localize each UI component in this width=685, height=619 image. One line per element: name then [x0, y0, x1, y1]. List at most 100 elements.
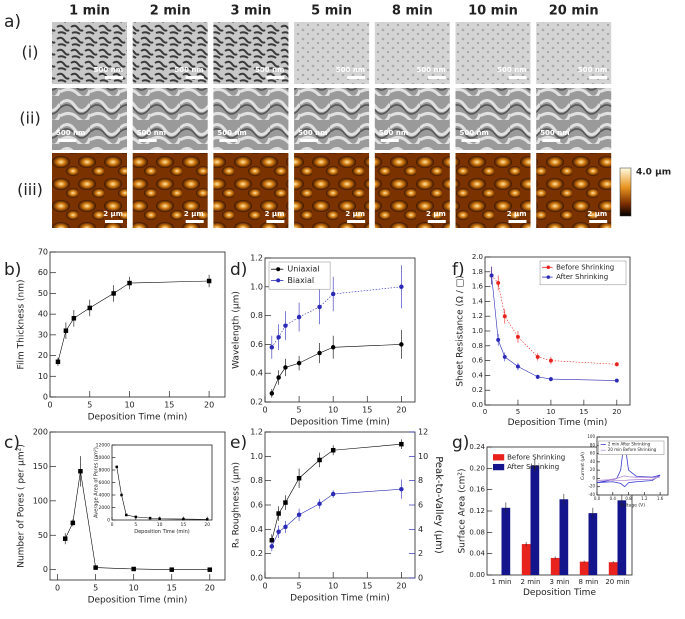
scale-bar-label: 2 μm [103, 210, 123, 218]
y-tick-label: 0.0 [250, 574, 263, 583]
point [317, 501, 322, 507]
y-axis-label: Rₐ Roughness (μm) [232, 462, 242, 548]
y-tick-label: 0.00 [469, 571, 485, 579]
panel-label: d) [230, 260, 247, 280]
point [489, 273, 494, 278]
x-axis-label: Deposition Time (min) [290, 594, 390, 604]
y-tick-label: 0 [107, 518, 110, 524]
scale-bar [542, 139, 561, 142]
x-tick-label: 5 [87, 401, 92, 410]
scale-bar-label: 500 nm [255, 66, 284, 74]
legend-frame [598, 440, 665, 455]
y-tick-label: 1.6 [472, 283, 484, 291]
point [269, 391, 275, 396]
inset-background [112, 445, 212, 520]
point [614, 362, 619, 367]
point [296, 512, 302, 517]
bar [608, 562, 618, 575]
column-header: 10 min [468, 4, 518, 19]
x-axis-label: Deposition Time (min) [88, 413, 188, 423]
y2-tick-label: 4 [418, 525, 423, 534]
x-tick-label: 20 [396, 582, 406, 591]
legend-label: After Shrinking [507, 463, 559, 471]
x-tick-label: 10 [546, 408, 555, 416]
y-tick-label: 0.8 [250, 311, 263, 320]
scale-bar [380, 139, 399, 142]
x-tick-label: 10 [129, 584, 139, 593]
y-axis-label: Number of Pores ( per μm²) [17, 444, 27, 568]
scale-bar-label: 2 μm [345, 210, 365, 218]
x-tick-label: 5 [93, 584, 98, 593]
series-line [57, 280, 210, 362]
point [125, 513, 128, 517]
point [269, 544, 275, 549]
series-line [116, 466, 208, 520]
x-tick-label: 15 [362, 406, 372, 415]
point [276, 511, 281, 516]
point [515, 334, 520, 339]
column-header: 2 min [150, 4, 191, 19]
scale-bar [185, 220, 204, 223]
panel-label: f) [452, 260, 465, 280]
legend-marker [546, 265, 551, 270]
y-tick-label: 1.2 [250, 428, 263, 437]
scale-bar-label: 2 μm [507, 210, 527, 218]
series-line [271, 488, 402, 547]
y-tick-label: 0.8 [472, 342, 483, 350]
point [283, 500, 288, 505]
point [296, 360, 302, 366]
y-tick-label: 0.08 [469, 528, 485, 536]
x-tick-label: 0 [483, 408, 487, 416]
scale-bar-label: 500 nm [578, 66, 607, 74]
point [207, 567, 213, 572]
y-tick-label: 100 [33, 496, 48, 505]
y-tick-label: 0.04 [469, 550, 485, 558]
micrograph [455, 22, 531, 84]
x-tick-label: 0 [111, 522, 114, 528]
scale-bar-label: 500 nm [460, 129, 489, 137]
y-tick-label: -20 [588, 484, 595, 489]
plot-frame [49, 431, 226, 581]
y-tick-label: 100 [587, 434, 595, 439]
micrograph [52, 22, 127, 84]
y-axis-label: Wavelength (μm) [232, 291, 242, 369]
scale-bar [427, 76, 446, 79]
series-line [271, 344, 402, 394]
point [296, 314, 302, 320]
legend-label: 20 min Before Shrinking [608, 447, 657, 452]
y-tick-label: 0.12 [469, 507, 485, 515]
y-tick-label: 10 [38, 372, 48, 381]
y-tick-label: 8000 [99, 468, 111, 474]
panel-label: e) [230, 433, 247, 453]
x-tick-label: 5 [297, 582, 302, 591]
x-tick-label: 3 min [550, 578, 570, 586]
scale-bar-label: 2 μm [184, 210, 204, 218]
x-tick-label: 20 [204, 522, 210, 528]
y-tick-label: 1.0 [250, 452, 263, 461]
x-axis-label: Deposition Time (min) [88, 596, 188, 606]
y-axis-label: Current (μA) [580, 452, 586, 480]
point [131, 566, 136, 572]
plot-frame [596, 436, 669, 496]
series-line [596, 475, 661, 481]
column-header: 3 min [230, 4, 271, 19]
column-header: 1 min [69, 4, 110, 19]
point [169, 567, 174, 572]
y-axis-label: Surface Area (cm²) [457, 468, 467, 553]
x-tick-label: 10 [328, 406, 338, 415]
x-tick-label: 0 [55, 584, 60, 593]
point [515, 364, 520, 369]
scale-bar-label: 2 μm [587, 210, 607, 218]
micrograph [374, 22, 450, 84]
y-tick-label: 0.0 [472, 401, 483, 409]
scale-bar-label: 2 μm [265, 210, 285, 218]
scale-bar [508, 220, 527, 223]
bar [530, 465, 540, 575]
point [148, 516, 152, 520]
point [330, 291, 336, 297]
x-tick-label: 20 min [605, 578, 629, 586]
scale-bar [347, 220, 366, 223]
y2-tick-label: 0 [418, 574, 423, 583]
bar [588, 513, 598, 575]
